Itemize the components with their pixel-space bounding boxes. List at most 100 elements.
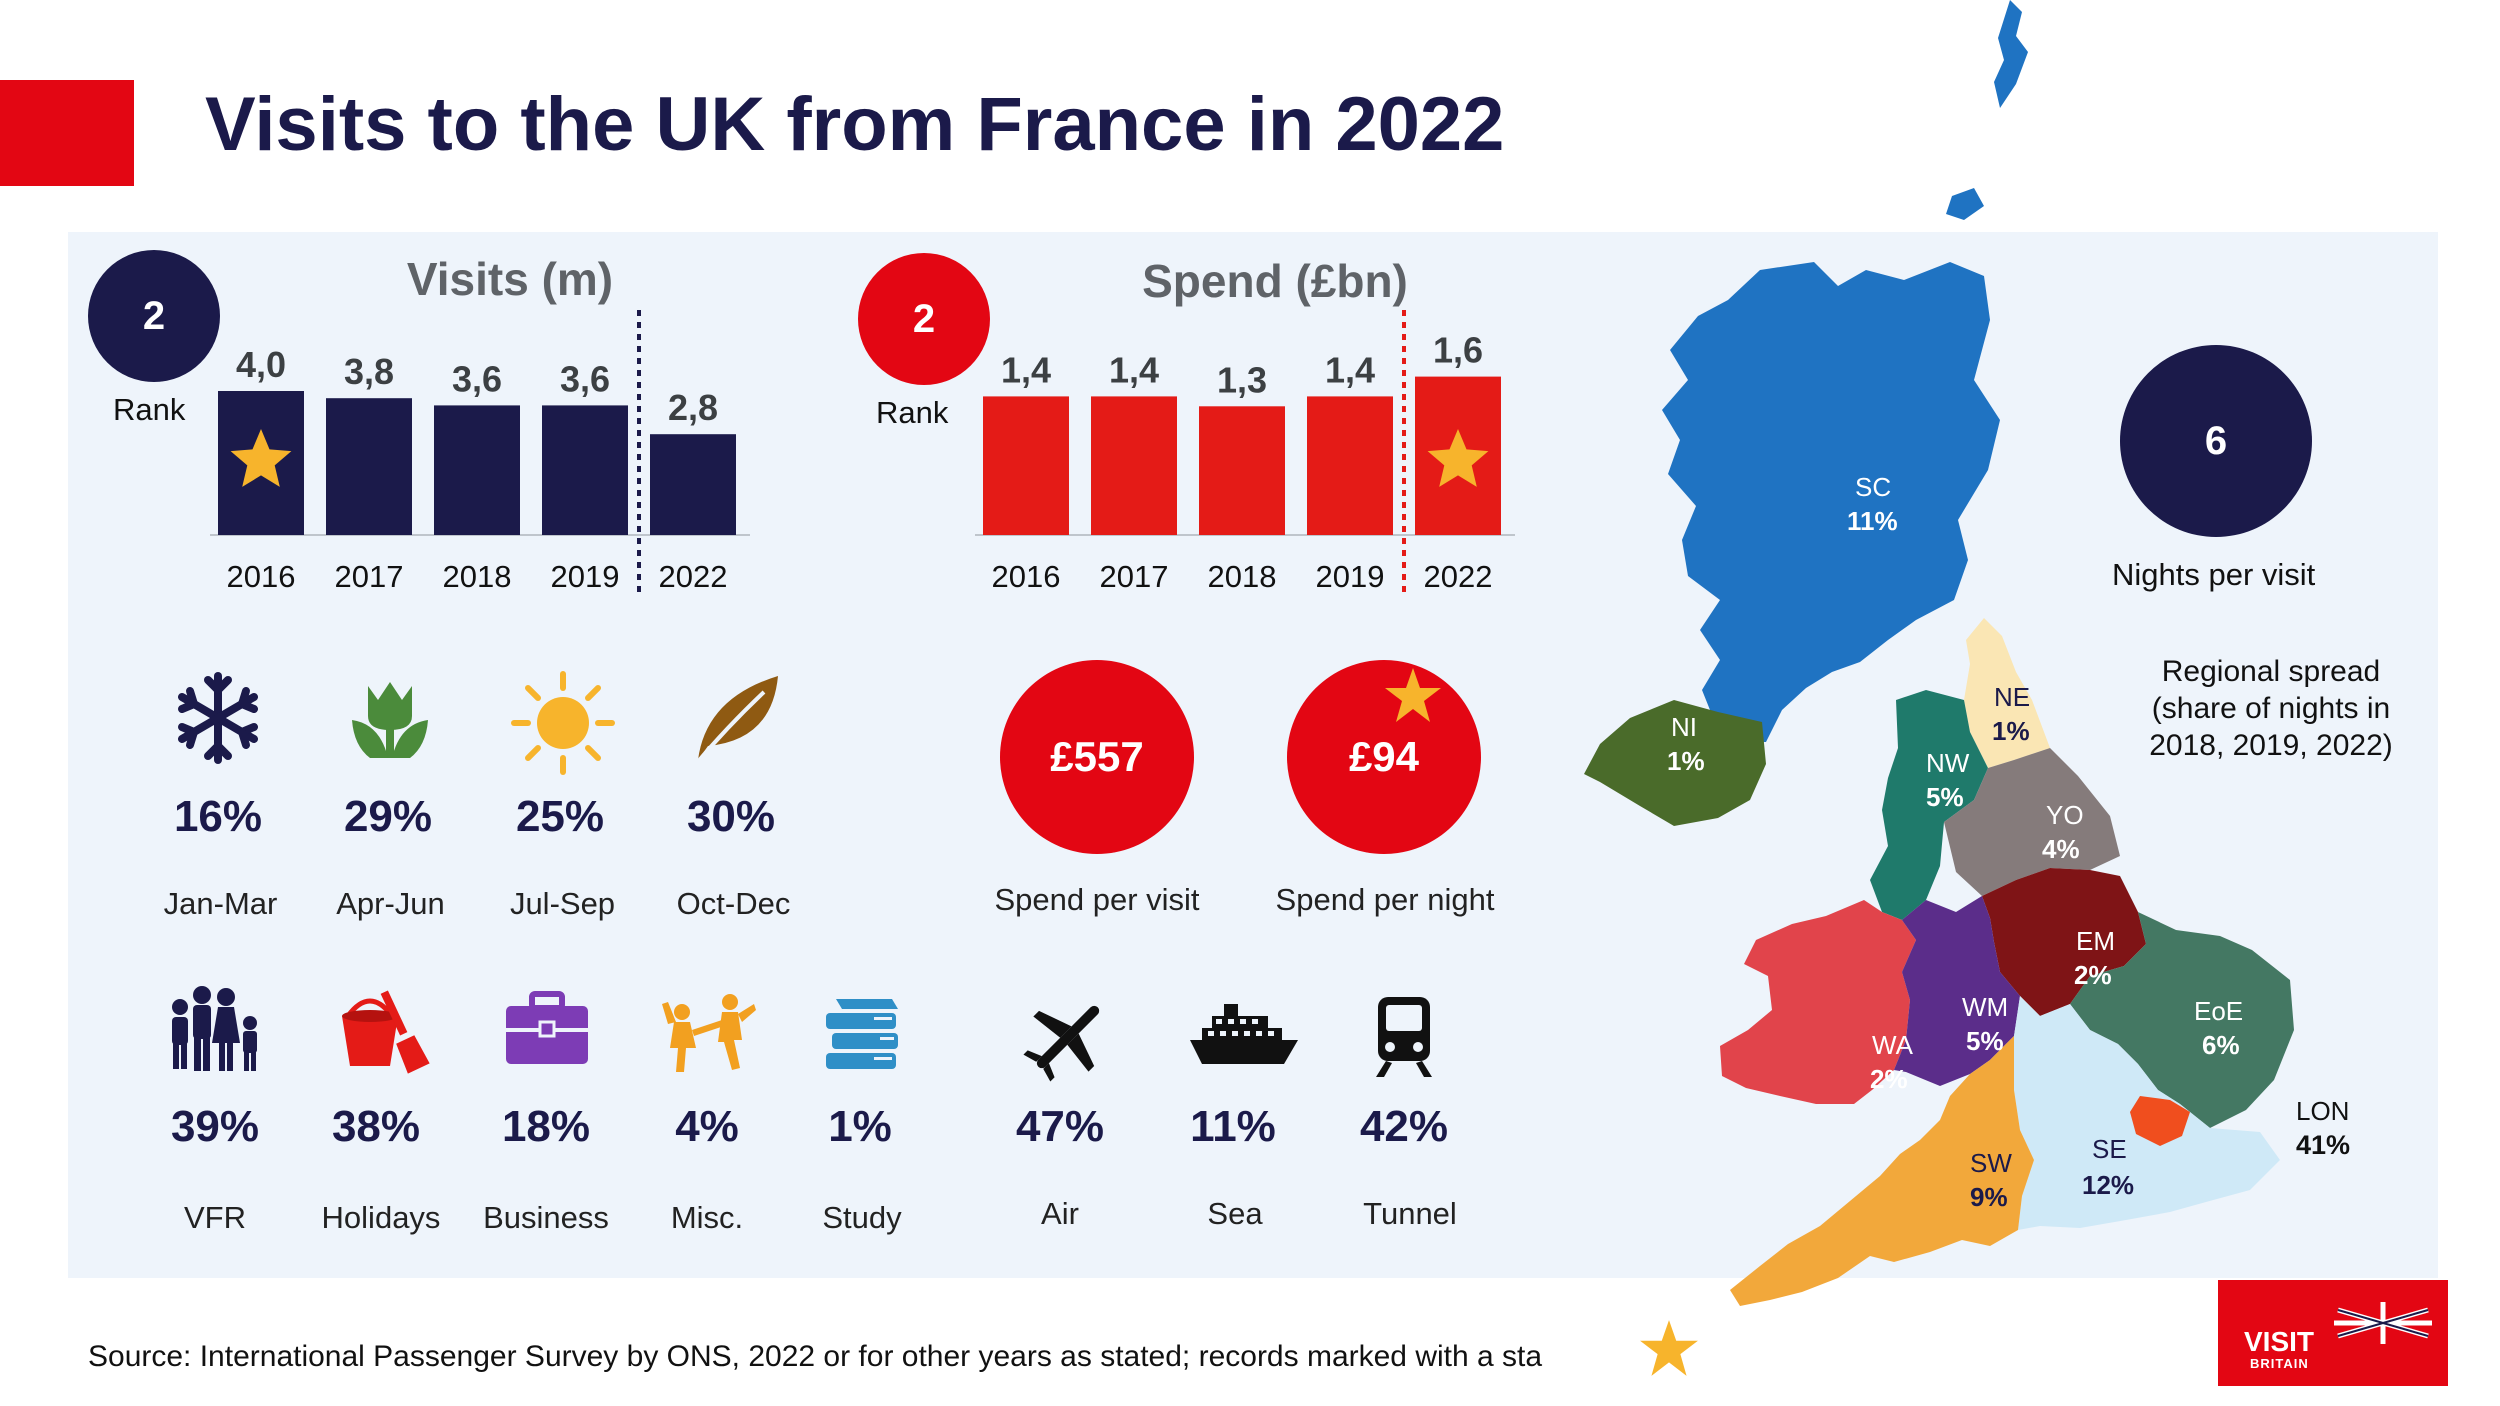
region-shape-sw	[1730, 1036, 2034, 1306]
region-code-sc: SC	[1855, 472, 1891, 502]
region-share-em: 2%	[2074, 960, 2112, 990]
visits-bar-2018	[434, 405, 520, 535]
spend-value-label-2018: 1,3	[1217, 359, 1267, 400]
visits-value-label-2019: 3,6	[560, 358, 610, 399]
spend-category-label-2022: 2022	[1424, 559, 1493, 594]
visits-bar-2017	[326, 398, 412, 535]
spend-chart-title: Spend (£bn)	[1142, 255, 1408, 307]
source-note: Source: International Passenger Survey b…	[88, 1340, 1543, 1373]
region-code-wm: WM	[1962, 992, 2008, 1022]
plane-icon	[1018, 992, 1118, 1082]
transport-value-air: 47%	[1015, 1102, 1105, 1151]
region-shape-nw	[1870, 690, 1988, 920]
transport-value-sea: 11%	[1190, 1102, 1276, 1151]
region-code-nw: NW	[1926, 748, 1970, 778]
purpose-label-holidays: Holidays	[321, 1200, 441, 1235]
shetland-shape	[1994, 0, 2028, 108]
snowflake-icon	[168, 668, 268, 768]
season-label-q1: Jan-Mar	[163, 886, 278, 921]
purpose-value-holidays: 38%	[331, 1102, 421, 1151]
spend-per-night-label: Spend per night	[1275, 882, 1495, 917]
spend-value-label-2022: 1,6	[1433, 330, 1483, 371]
transport-label-air: Air	[1041, 1196, 1079, 1231]
region-code-lon: LON	[2296, 1096, 2350, 1126]
region-code-se: SE	[2092, 1134, 2127, 1164]
season-label-q2: Apr-Jun	[336, 886, 445, 921]
visits-category-label-2017: 2017	[335, 559, 404, 594]
spend-value-label-2019: 1,4	[1325, 349, 1375, 390]
region-code-wa: WA	[1872, 1030, 1914, 1060]
spend-rank-label: Rank	[876, 395, 949, 430]
family-icon	[160, 985, 270, 1075]
uk-regions-map: SC 11% NI 1% NE 1% NW 5% YO 4% EM 2% WA …	[1584, 0, 2294, 1306]
purpose-value-business: 18%	[501, 1102, 591, 1151]
visits-value-label-2018: 3,6	[452, 358, 502, 399]
spend-category-label-2017: 2017	[1100, 559, 1169, 594]
spend-bar-2017	[1091, 396, 1177, 535]
region-code-ne: NE	[1994, 682, 2030, 712]
spend-value-label-2017: 1,4	[1109, 349, 1159, 390]
regional-spread-line-3: 2018, 2019, 2022)	[2149, 729, 2393, 762]
region-shape-ne	[1964, 618, 2050, 768]
regional-spread-line-2: (share of nights in	[2151, 692, 2391, 725]
purpose-label-misc: Misc.	[670, 1200, 744, 1235]
region-shape-wa	[1720, 900, 1916, 1104]
visit-britain-logo	[2218, 1280, 2448, 1386]
season-label-q4: Oct-Dec	[676, 886, 791, 921]
purpose-value-study: 1%	[828, 1102, 892, 1151]
transport-label-tunnel: Tunnel	[1363, 1196, 1457, 1231]
visits-bar-2022	[650, 434, 736, 535]
region-share-ni: 1%	[1667, 746, 1705, 776]
region-code-em: EM	[2076, 926, 2115, 956]
purpose-label-study: Study	[822, 1200, 902, 1235]
nights-circle: 6	[2120, 345, 2312, 537]
leaf-icon	[686, 668, 786, 768]
visits-value-label-2022: 2,8	[668, 387, 718, 428]
regional-spread-note: Regional spread (share of nights in 2018…	[2126, 653, 2416, 764]
spend-category-label-2019: 2019	[1316, 559, 1385, 594]
region-shape-eoe	[2070, 912, 2294, 1128]
spend-rank-value: 2	[912, 296, 936, 341]
spend-value-label-2016: 1,4	[1001, 349, 1051, 390]
purpose-label-business: Business	[483, 1200, 609, 1235]
region-shape-em	[1982, 868, 2146, 1016]
title-accent-block	[0, 80, 134, 186]
region-share-se: 12%	[2082, 1170, 2134, 1200]
region-shape-wm	[1894, 896, 2020, 1086]
visits-rank-value: 2	[142, 293, 166, 338]
spend-bar-2016	[983, 396, 1069, 535]
visits-value-label-2017: 3,8	[344, 351, 394, 392]
visits-category-label-2019: 2019	[551, 559, 620, 594]
brand-sub: BRITAIN	[2250, 1356, 2309, 1371]
brand-name: VISIT	[2244, 1326, 2315, 1357]
region-shape-sc	[1662, 262, 2000, 742]
page-title: Visits to the UK from France in 2022	[205, 82, 1505, 167]
dancers-icon	[660, 990, 756, 1076]
region-shape-lon	[2130, 1096, 2190, 1146]
region-share-yo: 4%	[2042, 834, 2080, 864]
region-shape-ni	[1584, 700, 1766, 826]
spend-per-night-circle: £94	[1287, 660, 1481, 854]
footer-star-icon	[1638, 1318, 1700, 1380]
season-value-q1: 16%	[173, 792, 263, 841]
spend-rank-circle: 2	[858, 253, 990, 385]
visits-rank-label: Rank	[113, 392, 186, 427]
spend-bar-chart: 1,4 2016 1,4 2017 1,3 2018 1,4 2019 1,6 2022	[975, 310, 1515, 595]
region-share-nw: 5%	[1926, 782, 1964, 812]
visits-category-label-2018: 2018	[443, 559, 512, 594]
region-shape-yo	[1944, 748, 2120, 896]
spend-per-night-value: £94	[1348, 733, 1420, 780]
briefcase-icon	[502, 990, 592, 1070]
spend-per-visit-label: Spend per visit	[994, 882, 1200, 917]
spend-per-visit-value: £557	[1050, 733, 1144, 780]
visits-category-label-2016: 2016	[227, 559, 296, 594]
record-star-icon	[1383, 666, 1443, 726]
region-share-wa: 2%	[1870, 1064, 1908, 1094]
region-code-eoe: EoE	[2194, 996, 2243, 1026]
region-code-ni: NI	[1671, 712, 1697, 742]
transport-label-sea: Sea	[1207, 1196, 1263, 1231]
orkney-shape	[1946, 188, 1984, 220]
transport-value-tunnel: 42%	[1359, 1102, 1449, 1151]
season-value-q2: 29%	[343, 792, 433, 841]
region-code-sw: SW	[1970, 1148, 2012, 1178]
